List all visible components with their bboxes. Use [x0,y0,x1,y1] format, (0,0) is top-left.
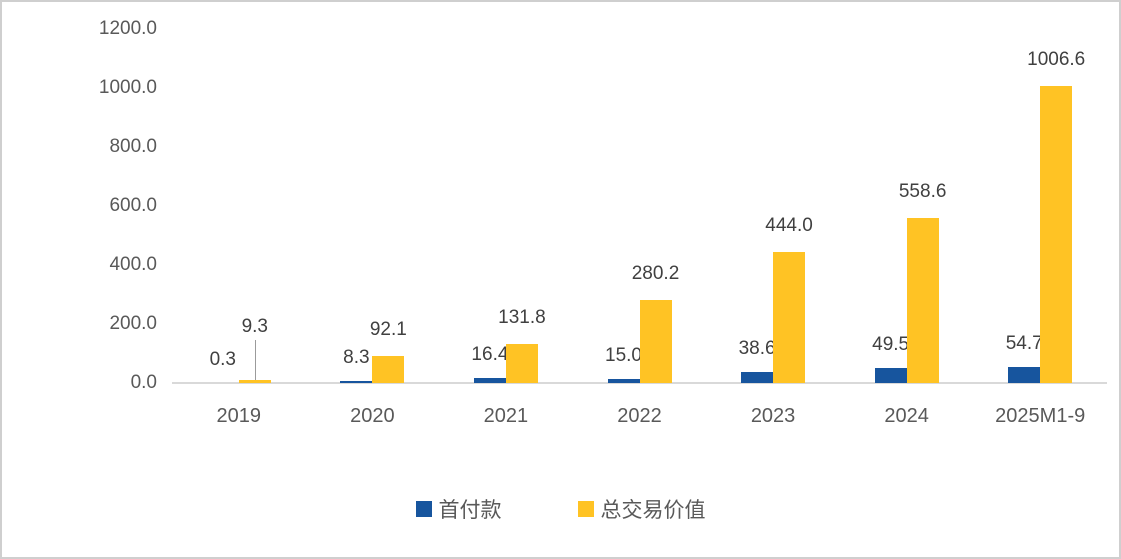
first-payment-value-label: 38.6 [738,337,776,359]
first-payment-value-label: 15.0 [605,344,642,366]
legend-item-first-payment: 首付款 [415,494,502,524]
y-tick-label: 1200.0 [98,18,157,39]
total-transaction-value-value-label: 9.3 [241,316,268,337]
total-transaction-value-bar [238,380,271,383]
x-tick-label: 2022 [617,405,662,427]
first-payment-bar [607,378,640,383]
first-payment-bar [741,371,774,383]
x-tick-label: 2021 [483,405,529,427]
x-tick-label: 2025M1-9 [995,405,1086,427]
legend-label-total-transaction-value: 总交易价值 [600,499,706,522]
total-transaction-value-value-label: 558.6 [898,181,947,203]
x-tick-label: 2019 [216,405,262,427]
total-transaction-value-bar [1040,86,1073,383]
first-payment-swatch-icon [415,501,432,517]
total-transaction-value-value-label: 280.2 [631,263,680,285]
chart-legend: 首付款 总交易价值 [2,494,1119,524]
first-payment-bar [473,378,506,383]
total-transaction-value-bar [372,355,405,383]
total-transaction-value-value-label: 131.8 [498,307,546,329]
first-payment-value-label: 16.4 [471,344,509,366]
first-payment-value-label: 0.3 [209,348,236,370]
total-transaction-value-value-label: 444.0 [765,215,813,237]
total-transaction-value-swatch-icon [577,501,594,517]
x-axis-line [172,382,1107,384]
first-payment-bar [1008,366,1041,383]
legend-item-total-transaction-value: 总交易价值 [577,494,706,524]
x-tick-label: 2023 [750,405,796,427]
total-transaction-value-bar [505,344,538,383]
y-tick-label: 1000.0 [98,77,157,98]
x-tick-label: 2020 [350,405,395,427]
first-payment-value-label: 54.7 [1005,332,1043,354]
legend-label-first-payment: 首付款 [438,499,502,522]
total-transaction-value-bar [906,218,939,383]
first-payment-bar [874,368,907,383]
callout-leader-line [254,340,256,380]
total-transaction-value-bar [639,300,672,383]
y-tick-label: 400.0 [109,254,157,275]
first-payment-value-label: 49.5 [872,334,910,356]
y-tick-label: 200.0 [109,313,157,334]
total-transaction-value-value-label: 92.1 [369,318,407,340]
total-transaction-value-bar [773,252,806,383]
y-tick-label: 600.0 [109,195,157,216]
first-payment-value-label: 8.3 [343,346,370,368]
first-payment-bar [340,380,373,383]
y-tick-label: 800.0 [109,136,157,157]
x-tick-label: 2024 [884,405,929,427]
y-tick-label: 0.0 [130,372,157,393]
total-transaction-value-value-label: 1006.6 [1027,49,1086,71]
